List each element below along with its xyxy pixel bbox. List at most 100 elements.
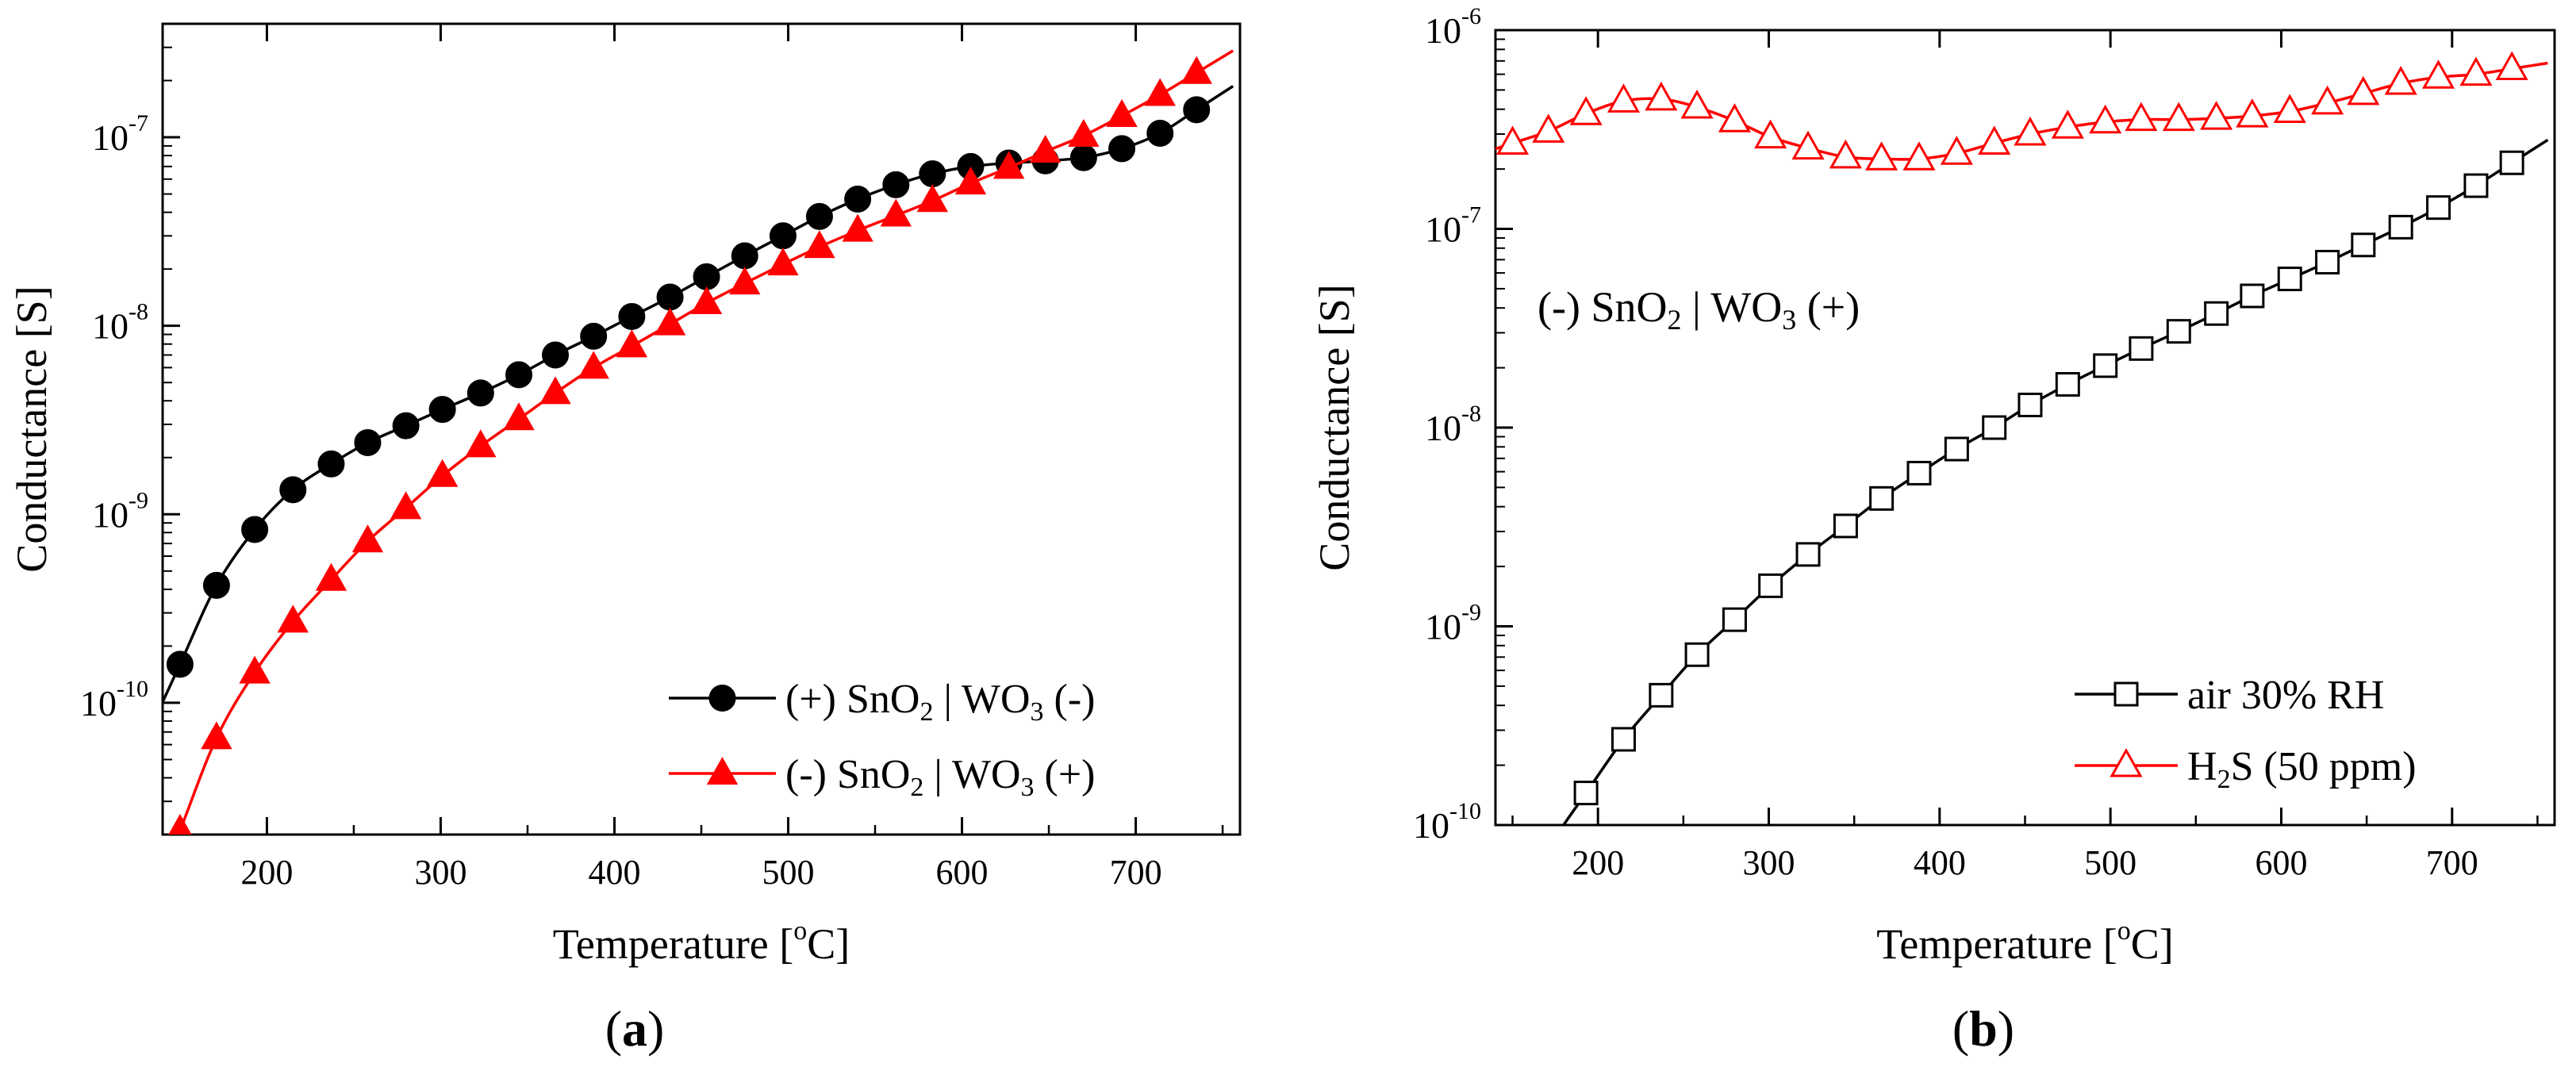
data-point [1978,125,2011,155]
data-point [2311,85,2344,115]
chart-panel-b: 200 300 400 500 600 70010-1010-910-810-710-6T… [1311,3,2556,1057]
data-point [2204,301,2229,326]
x-tick-label: 300 [1743,843,1795,882]
data-point [767,248,799,276]
data-point [2162,102,2195,132]
data-point [465,429,497,458]
data-point [2426,195,2451,221]
y-tick-base: 10 [1425,10,1461,51]
data-point [539,376,571,405]
data-point [2240,283,2265,309]
y-tick-base: 10 [1425,607,1461,647]
panel-label: (b) [1952,1000,2014,1057]
data-point [1181,56,1212,84]
data-point [2315,249,2340,274]
panel-paren-open: ( [605,1000,622,1057]
data-point [2129,336,2154,361]
data-point [882,171,910,198]
data-point [1754,119,1787,149]
y-tick-exp: -9 [129,487,148,513]
data-point [503,402,535,431]
panel-letter: b [1969,1000,1998,1057]
data-point [354,428,382,456]
legend-marker [2110,747,2143,777]
data-point [202,571,230,599]
y-tick-exp: -10 [117,676,148,702]
data-point [2236,98,2269,128]
data-point [1144,78,1176,106]
data-point [1607,83,1641,113]
y-tick-label: 10-10 [1413,798,1481,846]
data-point [1495,125,1530,155]
series-0 [1561,138,2549,825]
panel-label: (a) [605,1000,665,1057]
y-tick-label: 10-9 [1425,600,1481,647]
legend-pre: H [2187,744,2217,789]
data-point [618,302,646,330]
x-axis-title: Temperature [oC] [1876,916,2174,968]
data-point [1758,573,1783,598]
y-tick-base: 10 [80,683,117,723]
data-point [166,651,194,678]
legend-post: (+) [1035,752,1096,797]
data-layer [1495,51,2549,825]
data-point [2089,104,2122,134]
series-0 [163,85,1234,706]
data-point [1649,682,1674,708]
data-point [239,655,271,684]
data-layer [163,49,1234,835]
data-point [2093,353,2118,378]
annotation-mid: | WO [1681,283,1782,331]
series-line [163,85,1234,706]
y-tick-label: 10-8 [1425,401,1481,448]
legend-label: air 30% RH [2187,673,2384,718]
data-point [844,185,872,213]
legend-pre: (-) SnO [785,752,910,797]
x-axis-title-sup: o [2117,916,2131,946]
y-tick-base: 10 [92,494,129,535]
data-point [1829,139,1862,169]
data-point [1684,642,1710,667]
data-point [2055,372,2080,397]
annotation-pre: (-) SnO [1538,283,1667,331]
data-point [2351,232,2376,258]
data-point [1795,542,1821,567]
x-tick-label: 700 [1110,853,1162,892]
annotation-post: (+) [1796,283,1860,331]
panel-letter: a [622,1000,647,1057]
y-tick-base: 10 [92,117,129,158]
data-point [241,516,269,543]
legend-sub1: 2 [2217,765,2231,794]
data-point [654,307,686,336]
legend-mid: | WO [933,677,1030,722]
y-tick-base: 10 [1425,209,1461,250]
y-tick-label: 10-8 [92,299,148,347]
y-tick-label: 10-7 [1425,202,1481,250]
data-point [2051,109,2084,139]
data-point [466,379,494,407]
data-point [277,605,309,633]
series-line [1561,138,2549,825]
y-axis-title: Conductance [S] [1311,284,1358,570]
legend: air 30% RH H2S (50 ppm) [2075,673,2417,794]
data-point [842,213,873,242]
data-point [2200,101,2233,130]
data-point [390,491,422,520]
x-axis-title-main: Temperature [ [553,920,794,968]
series-1 [168,49,1234,835]
data-point [1940,136,1973,165]
data-point [1108,135,1136,163]
data-point [616,329,648,358]
data-point [1791,130,1825,160]
plot-annotation: (-) SnO2 | WO3 (+) [1538,283,1860,336]
data-point [1573,781,1599,806]
y-tick-label: 10-10 [80,676,148,723]
data-point [351,524,384,553]
data-point [1532,113,1565,143]
legend-sub1: 2 [919,697,933,727]
y-tick-exp: -8 [129,299,148,325]
data-point [1833,513,1858,539]
y-tick-exp: -6 [1461,3,1481,29]
x-tick-label: 700 [2426,843,2478,882]
